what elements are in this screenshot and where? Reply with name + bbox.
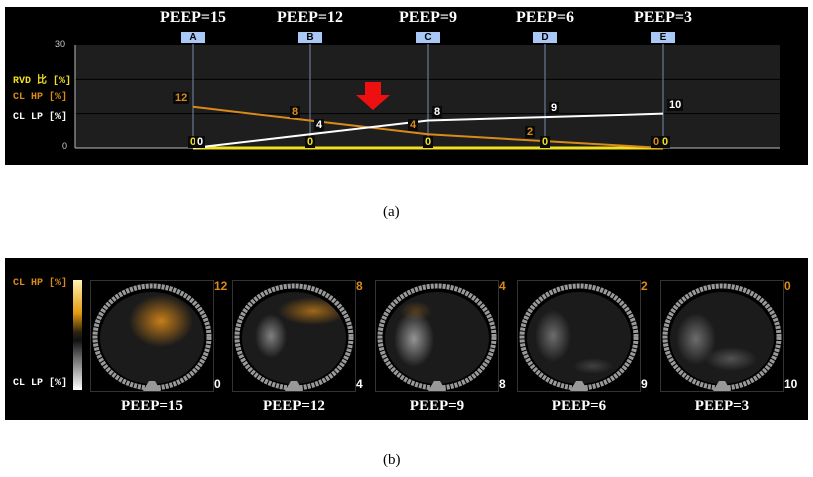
- ventilation-region: [394, 311, 434, 367]
- thorax-image: [92, 283, 212, 391]
- lp-value: 8: [499, 377, 506, 391]
- data-label: 2: [525, 126, 536, 139]
- eit-image: [517, 280, 641, 392]
- y-tick-label: 0: [62, 141, 68, 151]
- eit-image: [660, 280, 784, 392]
- category-marker: E: [651, 32, 675, 43]
- red-arrow-annotation: [356, 82, 390, 110]
- colorbar-top-label: CL HP [%]: [13, 278, 68, 289]
- spine-marker: [143, 381, 161, 391]
- thorax-image: [377, 283, 497, 391]
- data-label: 0: [651, 136, 662, 148]
- hp-value: 2: [641, 279, 648, 293]
- thorax-image: [234, 283, 354, 391]
- hp-value: 8: [356, 279, 363, 293]
- category-title: PEEP=3: [633, 9, 693, 26]
- data-label: 8: [432, 105, 443, 118]
- category-marker: D: [533, 32, 557, 43]
- image-title: PEEP=9: [409, 398, 465, 414]
- ventilation-region: [255, 314, 287, 358]
- category-title: PEEP=15: [159, 9, 227, 26]
- hp-value: 0: [784, 279, 791, 293]
- data-label: 4: [408, 119, 419, 132]
- data-label: 9: [549, 102, 560, 115]
- hp-value: 12: [214, 279, 228, 293]
- lp-value: 0: [214, 377, 221, 391]
- caption-a: (a): [383, 204, 400, 220]
- category-title: PEEP=12: [276, 9, 344, 26]
- data-label: 4: [314, 119, 325, 132]
- eit-image: [375, 280, 499, 392]
- colorbar-bottom-label: CL LP [%]: [13, 378, 68, 389]
- eit-image: [232, 280, 356, 392]
- lp-value: 9: [641, 377, 648, 391]
- category-marker: B: [298, 32, 322, 43]
- image-title: PEEP=12: [263, 398, 325, 414]
- data-label: 0: [660, 136, 671, 148]
- category-title: PEEP=6: [515, 9, 575, 26]
- legend-2: CL LP [%]: [13, 111, 68, 123]
- data-label: 0: [305, 136, 316, 148]
- spine-marker: [713, 381, 731, 391]
- y-tick-label: 30: [55, 39, 66, 49]
- category-title: PEEP=9: [398, 9, 458, 26]
- data-label: 0: [540, 136, 551, 148]
- image-title: PEEP=3: [694, 398, 750, 414]
- ventilation-region: [705, 347, 757, 371]
- ventilation-region: [676, 313, 716, 365]
- caption-b: (b): [383, 452, 401, 468]
- legend-0: RVD 比 [%]: [13, 76, 72, 88]
- spine-marker: [570, 381, 588, 391]
- image-title: PEEP=6: [551, 398, 607, 414]
- data-label: 8: [290, 105, 301, 118]
- data-label: 0: [195, 136, 206, 148]
- spine-marker: [428, 381, 446, 391]
- thorax-image: [662, 283, 782, 391]
- eit-image: [90, 280, 214, 392]
- hp-value: 4: [499, 279, 506, 293]
- category-marker: C: [416, 32, 440, 43]
- series-line-2: [192, 112, 664, 149]
- image-title: PEEP=15: [121, 398, 183, 414]
- data-label: 10: [667, 98, 684, 111]
- category-marker: A: [181, 32, 205, 43]
- ventilation-region: [535, 310, 571, 362]
- line-chart: [74, 44, 780, 150]
- ventilation-region: [129, 295, 193, 347]
- colorbar: [73, 280, 82, 390]
- lp-value: 10: [784, 377, 798, 391]
- lp-value: 4: [356, 377, 363, 391]
- spine-marker: [285, 381, 303, 391]
- ventilation-region: [573, 358, 613, 374]
- legend-1: CL HP [%]: [13, 91, 68, 103]
- data-label: 0: [423, 136, 434, 148]
- data-label: 0: [188, 136, 199, 148]
- series-line-1: [192, 105, 664, 149]
- thorax-image: [519, 283, 639, 391]
- data-label: 12: [173, 91, 190, 104]
